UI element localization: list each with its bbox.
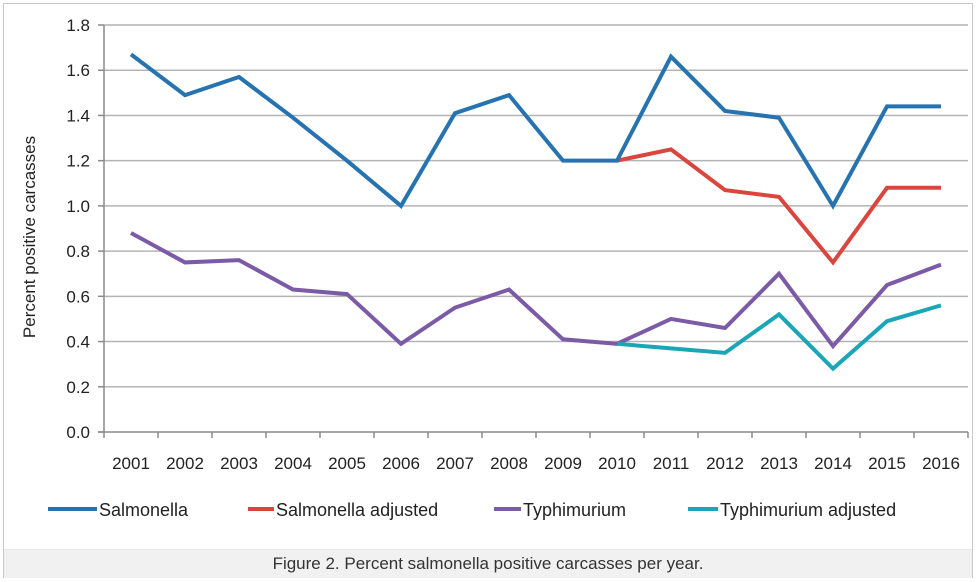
legend-item: Typhimurium [494, 500, 626, 520]
y-tick-label: 0.6 [66, 287, 90, 306]
x-tick-label: 2014 [814, 454, 852, 473]
figure-frame [3, 3, 973, 578]
x-tick-label: 2011 [653, 454, 690, 473]
y-tick-label: 1.6 [66, 61, 90, 80]
legend: Salmonella Salmonella adjusted Typhimurium… [48, 500, 896, 520]
y-tick-label: 0.8 [66, 242, 90, 261]
x-tick-label: 2013 [760, 454, 798, 473]
x-tick-label: 2004 [274, 454, 312, 473]
x-axis-ticks: 2001 2002 2003 2004 2005 2006 2007 2008 2009 2010… [103, 432, 969, 473]
y-axis-title: Percent positive carcasses [20, 136, 39, 338]
gridlines [104, 24, 968, 388]
caption-bar: Figure 2. Percent salmonella positive ca… [4, 549, 972, 578]
figure-caption: Figure 2. Percent salmonella positive ca… [272, 554, 704, 573]
x-tick-label: 2016 [922, 454, 960, 473]
y-axis-ticks: 0.0 0.2 0.4 0.6 0.8 1.0 1.2 1.4 1.6 1.8 [66, 16, 104, 442]
y-tick-label: 1.4 [66, 106, 90, 125]
y-tick-label: 1.0 [66, 197, 90, 216]
x-tick-label: 2005 [328, 454, 366, 473]
y-tick-label: 0.4 [66, 333, 90, 352]
y-tick-label: 1.2 [66, 152, 90, 171]
series-line-typhimurium-adjusted [616, 303, 942, 372]
x-tick-label: 2006 [382, 454, 420, 473]
y-tick-label: 0.2 [66, 378, 90, 397]
legend-item: Salmonella [48, 500, 189, 520]
x-tick-label: 2010 [598, 454, 636, 473]
x-tick-label: 2002 [166, 454, 204, 473]
legend-label: Salmonella [99, 500, 189, 520]
x-tick-label: 2008 [490, 454, 528, 473]
y-tick-label: 1.8 [66, 16, 90, 35]
x-tick-label: 2015 [868, 454, 906, 473]
legend-label: Salmonella adjusted [276, 500, 438, 520]
series-line-salmonella [129, 52, 941, 210]
series-line-typhimurium [130, 231, 942, 350]
series-lines [129, 52, 942, 372]
legend-label: Typhimurium [523, 500, 626, 520]
x-tick-label: 2012 [706, 454, 744, 473]
x-tick-label: 2007 [436, 454, 474, 473]
x-tick-label: 2009 [544, 454, 582, 473]
x-tick-label: 2001 [112, 454, 150, 473]
legend-item: Salmonella adjusted [248, 500, 438, 520]
legend-item: Typhimurium adjusted [688, 500, 896, 520]
legend-label: Typhimurium adjusted [720, 500, 896, 520]
x-tick-label: 2003 [220, 454, 258, 473]
y-tick-label: 0.0 [66, 423, 90, 442]
